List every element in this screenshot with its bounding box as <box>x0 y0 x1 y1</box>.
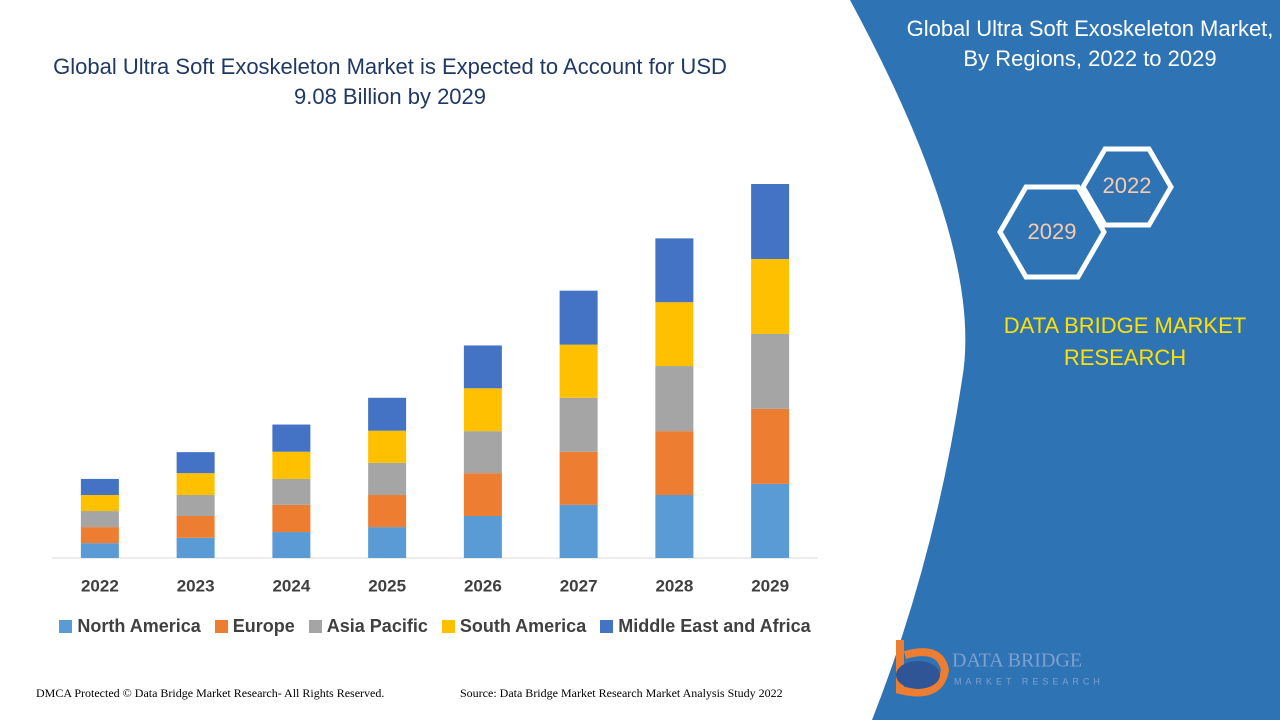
bar-segment <box>655 302 694 367</box>
legend-swatch <box>214 620 228 633</box>
legend-item: South America <box>441 616 587 637</box>
bar-segment <box>272 451 311 479</box>
x-tick-label: 2028 <box>655 576 693 595</box>
x-tick-label: 2024 <box>272 576 310 595</box>
legend-label: Europe <box>232 616 295 636</box>
bar-segment <box>80 478 119 495</box>
bar-segment <box>559 397 598 452</box>
chart-title: Global Ultra Soft Exoskeleton Market is … <box>53 54 727 109</box>
bar-segment <box>272 504 311 533</box>
bar-segment <box>80 494 119 512</box>
bar-segment <box>176 515 215 538</box>
bar-segment <box>176 473 215 495</box>
bar-segment <box>176 537 215 558</box>
bar-segment <box>463 345 502 389</box>
bar-segment <box>368 397 407 431</box>
bar-segment <box>559 451 598 505</box>
legend-label: Asia Pacific <box>326 616 428 636</box>
bar-segment <box>751 333 790 409</box>
legend-item: Middle East and Africa <box>600 616 811 637</box>
bar-segment <box>80 527 119 544</box>
hexagon <box>997 184 1107 280</box>
bar-segment <box>751 408 790 484</box>
legend-label: South America <box>459 616 587 636</box>
x-tick-label: 2023 <box>177 576 215 595</box>
copyright: DMCA Protected © Data Bridge Market Rese… <box>36 686 385 700</box>
bar-segment <box>272 478 311 505</box>
legend-item: North America <box>59 616 201 637</box>
bar-segment <box>751 258 790 334</box>
logo-mark <box>896 640 950 697</box>
bar-segment <box>368 462 407 495</box>
legend-swatch <box>59 620 73 633</box>
year-start: 2022 <box>1103 173 1152 198</box>
bar-segment <box>751 184 790 259</box>
bar-segment <box>559 504 598 558</box>
bar-segment <box>463 473 502 516</box>
x-tick-label: 2027 <box>560 576 598 595</box>
side-panel <box>850 0 1280 720</box>
legend: North America Europe Asia Pacific South Ame… <box>40 616 830 637</box>
bar-segment <box>463 431 502 474</box>
bar-segment <box>559 344 598 398</box>
year-end: 2029 <box>1028 219 1077 244</box>
bar-segment <box>655 431 694 495</box>
legend-swatch <box>308 620 322 633</box>
bar-segment <box>176 452 215 474</box>
bar-segment <box>80 543 119 558</box>
brand: DATA BRIDGE MARKET RESEARCH <box>1003 313 1247 370</box>
bar-segment <box>368 430 407 463</box>
bar-segment <box>655 366 694 432</box>
legend-swatch <box>441 620 455 633</box>
x-tick-label: 2029 <box>751 576 789 595</box>
panel-title: Global Ultra Soft Exoskeleton Market, By… <box>906 16 1274 71</box>
legend-item: Europe <box>214 616 295 637</box>
bar-segment <box>368 527 407 558</box>
bar-segment <box>80 511 119 528</box>
bar-segment <box>463 515 502 558</box>
bar-segment <box>368 494 407 528</box>
bar-segment <box>272 424 311 452</box>
bar-segment <box>655 494 694 558</box>
bar-segment <box>751 483 790 558</box>
x-tick-label: 2025 <box>368 576 406 595</box>
bar-segment <box>272 532 311 558</box>
bar-segment <box>463 388 502 432</box>
logo-mark <box>896 661 940 689</box>
legend-label: North America <box>77 616 201 636</box>
hexagon <box>1080 146 1174 228</box>
x-tick-label: 2026 <box>464 576 502 595</box>
x-tick-label: 2022 <box>81 576 119 595</box>
source: Source: Data Bridge Market Research Mark… <box>460 686 783 700</box>
logo-tagline: MARKET RESEARCH <box>954 676 1104 686</box>
legend-swatch <box>600 620 614 633</box>
legend-item: Asia Pacific <box>308 616 428 637</box>
legend-label: Middle East and Africa <box>618 616 811 636</box>
bar-segment <box>176 494 215 516</box>
bar-segment <box>559 290 598 345</box>
logo-name: DATA BRIDGE <box>952 650 1082 672</box>
bar-segment <box>655 238 694 303</box>
